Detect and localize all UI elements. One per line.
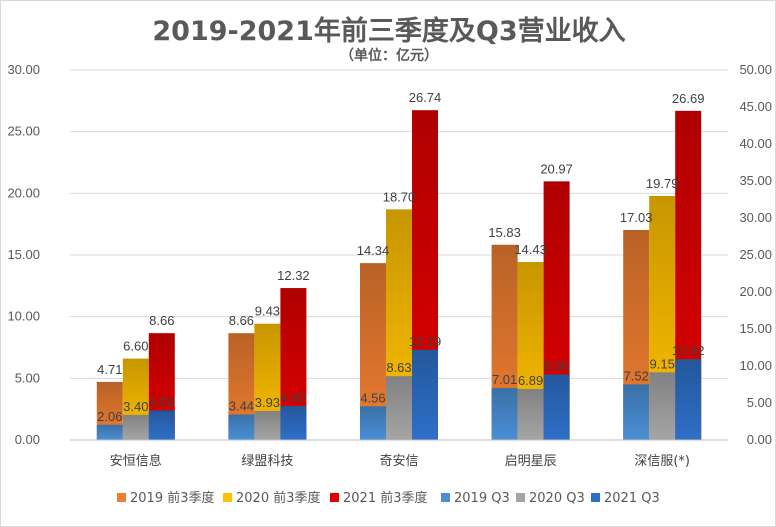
- bar-2019-Q3: [360, 406, 386, 440]
- data-label: 8.63: [386, 360, 411, 375]
- data-label: 6.89: [518, 373, 543, 388]
- bar-2020-Q3: [517, 389, 544, 440]
- bar-2019-Q3: [491, 388, 518, 440]
- legend-label: 2021 前3季度: [343, 490, 428, 506]
- data-labels: 4.716.608.662.063.40 4.008.669.4312.323.4…: [97, 90, 704, 424]
- y-tick-label: 15.00: [7, 247, 40, 262]
- legend-swatch: [591, 493, 600, 502]
- data-label: 12.32: [277, 268, 310, 283]
- bar-2021-Q3: [412, 349, 438, 440]
- chart-title: 2019-2021年前三季度及Q3营业收入: [152, 16, 626, 47]
- y2-tick-label: 0.00: [747, 432, 772, 447]
- data-label: 3.40: [123, 399, 148, 414]
- category-label: 奇安信: [379, 453, 418, 469]
- legend-label: 2019 前3季度: [130, 490, 215, 506]
- bar-2021-Q3: [148, 410, 175, 440]
- y-tick-label: 30.00: [7, 62, 40, 77]
- bar-2021-Q3: [280, 405, 307, 440]
- bar-2020-Q3: [386, 376, 412, 440]
- legend-swatch: [117, 493, 126, 502]
- data-label: 2.06: [97, 409, 122, 424]
- y-tick-label: 0.00: [15, 432, 40, 447]
- data-label: 4.00: [149, 394, 174, 409]
- y-tick-label: 25.00: [7, 124, 40, 139]
- legend-label: 2021 Q3: [604, 491, 660, 506]
- data-label: 4.71: [97, 362, 122, 377]
- data-label: 3.44: [229, 399, 254, 414]
- data-label: 8.86: [544, 358, 569, 373]
- bar-2020-Q3: [122, 414, 149, 440]
- y2-tick-label: 30.00: [739, 210, 772, 225]
- data-label: 26.74: [409, 90, 442, 105]
- bar-2019-Q3: [228, 414, 255, 440]
- y2-tick-label: 20.00: [739, 284, 772, 299]
- data-label: 4.60: [281, 390, 306, 405]
- data-label: 8.66: [149, 313, 174, 328]
- data-label: 6.60: [123, 339, 148, 354]
- legend-label: 2020 前3季度: [236, 490, 321, 506]
- axes: 0.00 5.00 10.00 15.00 20.00 25.00 30.00 0.00 5.0…: [7, 62, 772, 469]
- y-tick-label: 5.00: [15, 370, 40, 385]
- legend-swatch: [330, 493, 339, 502]
- category-label: 深信服(*): [634, 454, 690, 469]
- y-tick-label: 10.00: [7, 309, 40, 324]
- y2-tick-label: 35.00: [739, 173, 772, 188]
- legend-swatch: [441, 493, 450, 502]
- bar-2021-Q3: [675, 359, 702, 440]
- category-label: 安恒信息: [110, 453, 162, 469]
- data-label: 20.97: [540, 161, 573, 176]
- bar-2020-Q3: [254, 410, 281, 440]
- data-label: 18.70: [383, 189, 416, 204]
- data-label: 14.43: [514, 242, 547, 257]
- y2-tick-label: 10.00: [739, 358, 772, 373]
- y2-tick-label: 5.00: [747, 395, 772, 410]
- bar-2019-Q3: [623, 384, 650, 440]
- legend-label: 2019 Q3: [454, 491, 510, 506]
- data-label: 4.56: [360, 390, 385, 405]
- data-label: 14.34: [357, 243, 390, 258]
- data-label: 7.52: [624, 368, 649, 383]
- data-label: 9.43: [255, 304, 280, 319]
- legend-swatch: [516, 493, 525, 502]
- data-label: 8.66: [229, 313, 254, 328]
- data-label: 17.03: [620, 210, 653, 225]
- data-label: 26.69: [672, 91, 705, 106]
- category-label: 绿盟科技: [241, 454, 293, 469]
- y2-tick-label: 50.00: [739, 62, 772, 77]
- data-label: 15.83: [488, 225, 521, 240]
- data-label: 10.92: [672, 343, 705, 358]
- bars: [96, 110, 702, 440]
- bar-2021-Q3: [543, 374, 570, 440]
- data-label: 7.01: [492, 372, 517, 387]
- y2-tick-label: 45.00: [739, 99, 772, 114]
- legend-label: 2020 Q3: [529, 491, 585, 506]
- bar-2019-Q3: [96, 424, 123, 440]
- category-label: 启明星辰: [505, 454, 557, 469]
- data-label: 19.79: [646, 176, 679, 191]
- bar-2020-Q3: [649, 372, 676, 440]
- chart-subtitle: （单位：亿元）: [340, 48, 438, 64]
- y2-tick-label: 25.00: [739, 247, 772, 262]
- y2-tick-label: 40.00: [739, 136, 772, 151]
- data-label: 12.19: [409, 334, 442, 349]
- data-label: 3.93: [255, 395, 280, 410]
- y-tick-label: 20.00: [7, 185, 40, 200]
- legend: 2019 前3季度 2020 前3季度 2021 前3季度 2019 Q3 2020 Q…: [117, 490, 660, 506]
- data-label: 9.15: [650, 356, 675, 371]
- y2-tick-label: 15.00: [739, 321, 772, 336]
- legend-swatch: [223, 493, 232, 502]
